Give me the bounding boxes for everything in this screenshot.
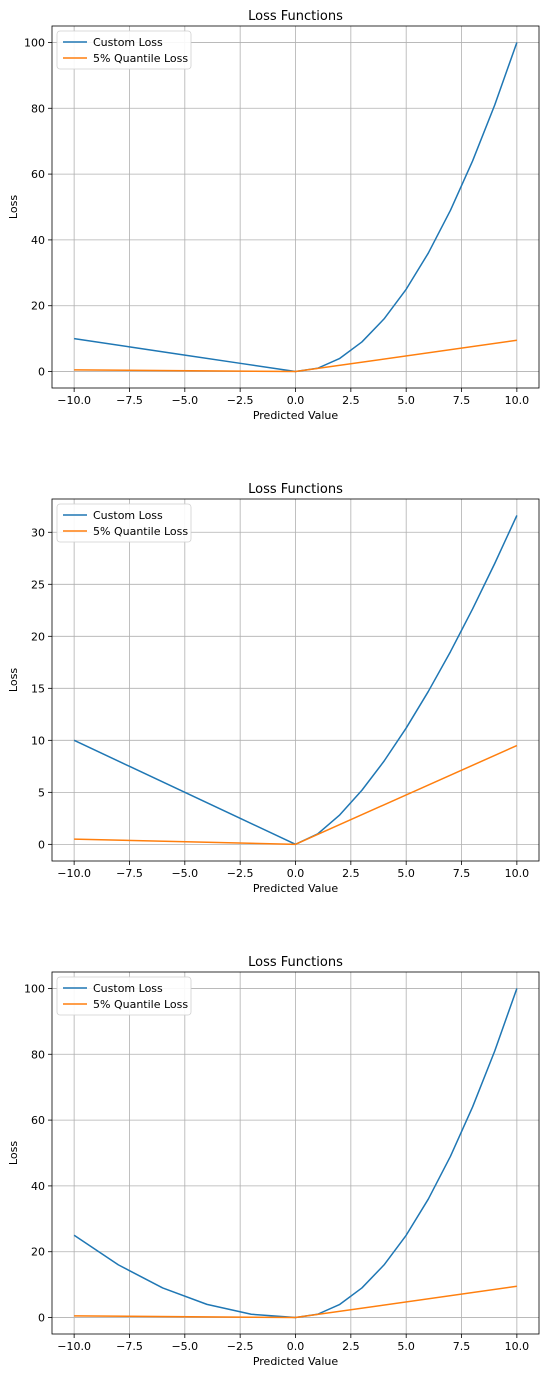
x-tick-label: 7.5: [453, 867, 471, 880]
legend-box: [56, 503, 192, 543]
x-tick-label: −7.5: [116, 867, 143, 880]
x-tick-label: 10.0: [505, 1340, 530, 1353]
series-line-custom-loss: [73, 988, 518, 1319]
y-tick-label: 40: [31, 234, 45, 247]
series-line-custom-loss: [73, 515, 518, 846]
x-tick-label: −10.0: [57, 394, 91, 407]
y-tick-label: 20: [31, 630, 45, 643]
y-tick-label: 10: [31, 734, 45, 747]
legend-label: 5% Quantile Loss: [93, 998, 188, 1011]
chart-title: Loss Functions: [248, 482, 343, 497]
x-tick-label: −7.5: [116, 1340, 143, 1353]
x-axis-label: Predicted Value: [253, 882, 339, 895]
series-line-custom-loss: [74, 42, 518, 373]
legend-box: [56, 976, 192, 1016]
x-tick-label: 0.0: [287, 867, 305, 880]
x-tick-label: 7.5: [453, 1340, 471, 1353]
y-tick-label: 60: [31, 168, 45, 181]
y-tick-label: 0: [38, 838, 45, 851]
grid: [52, 499, 539, 861]
chart-2: −10.0 −7.5 −5.0 −2.5 0.0 2.5 5.0 7.5 10.0 0 5 10 15 2…: [7, 482, 540, 895]
x-tick-label: −10.0: [57, 1340, 91, 1353]
x-tick-label: 10.0: [505, 867, 530, 880]
y-tick-label: 5: [38, 786, 45, 799]
chart-title: Loss Functions: [248, 9, 343, 24]
y-tick-label: 100: [24, 36, 45, 49]
y-tick-label: 20: [31, 1246, 45, 1259]
legend-label: Custom Loss: [93, 982, 163, 995]
y-tick-label: 25: [31, 578, 45, 591]
series-line-quantile-loss: [74, 1285, 517, 1319]
x-axis: −10.0 −7.5 −5.0 −2.5 0.0 2.5 5.0 7.5 10.0: [57, 1334, 529, 1353]
x-tick-label: −2.5: [227, 867, 254, 880]
y-tick-label: 80: [31, 1048, 45, 1061]
y-axis-label: Loss: [7, 1141, 20, 1165]
x-tick-label: 5.0: [397, 867, 415, 880]
chart-1: −10.0 −7.5 −5.0 −2.5 0.0 2.5 5.0 7.5 10.0 0 20 40 60…: [7, 9, 540, 422]
y-tick-label: 60: [31, 1114, 45, 1127]
x-tick-label: −2.5: [227, 1340, 254, 1353]
series-line-quantile-loss: [74, 339, 517, 373]
x-axis-label: Predicted Value: [253, 1355, 339, 1368]
y-tick-label: 80: [31, 102, 45, 115]
x-tick-label: 5.0: [397, 1340, 415, 1353]
x-tick-label: 2.5: [342, 1340, 360, 1353]
legend: Custom Loss 5% Quantile Loss: [56, 976, 192, 1016]
chart-title: Loss Functions: [248, 955, 343, 970]
x-tick-label: −5.0: [171, 394, 198, 407]
legend-label: Custom Loss: [93, 509, 163, 522]
y-tick-label: 30: [31, 526, 45, 539]
x-axis: −10.0 −7.5 −5.0 −2.5 0.0 2.5 5.0 7.5 10.0: [57, 861, 529, 880]
series-line-quantile-loss: [74, 744, 518, 846]
legend: Custom Loss 5% Quantile Loss: [56, 30, 192, 70]
x-axis: −10.0 −7.5 −5.0 −2.5 0.0 2.5 5.0 7.5 10.0: [57, 388, 529, 407]
y-tick-label: 40: [31, 1180, 45, 1193]
legend: Custom Loss 5% Quantile Loss: [56, 503, 192, 543]
legend-label: 5% Quantile Loss: [93, 52, 188, 65]
y-axis: 0 20 40 60 80 100: [24, 982, 52, 1325]
y-tick-label: 0: [38, 366, 45, 379]
series-group: [73, 515, 518, 846]
legend-label: 5% Quantile Loss: [93, 525, 188, 538]
y-tick-label: 100: [24, 982, 45, 995]
series-group: [73, 988, 518, 1319]
x-tick-label: 2.5: [342, 394, 360, 407]
x-tick-label: 0.0: [287, 394, 305, 407]
x-tick-label: −5.0: [171, 867, 198, 880]
x-tick-label: −10.0: [57, 867, 91, 880]
y-tick-label: 20: [31, 300, 45, 313]
x-tick-label: 5.0: [397, 394, 415, 407]
grid: [52, 972, 539, 1334]
x-tick-label: 0.0: [287, 1340, 305, 1353]
legend-label: Custom Loss: [93, 36, 163, 49]
x-tick-label: 7.5: [453, 394, 471, 407]
x-tick-label: −7.5: [116, 394, 143, 407]
x-tick-label: 2.5: [342, 867, 360, 880]
chart-3: −10.0 −7.5 −5.0 −2.5 0.0 2.5 5.0 7.5 10.0 0 20 40 60…: [7, 955, 540, 1368]
y-axis: 0 5 10 15 20 25 30: [31, 526, 52, 851]
y-axis: 0 20 40 60 80 100: [24, 36, 52, 379]
series-group: [74, 42, 518, 373]
x-tick-label: −2.5: [227, 394, 254, 407]
y-axis-label: Loss: [7, 195, 20, 219]
y-axis-label: Loss: [7, 668, 20, 692]
grid: [52, 26, 539, 388]
legend-box: [56, 30, 192, 70]
y-tick-label: 15: [31, 682, 45, 695]
x-tick-label: 10.0: [505, 394, 530, 407]
y-tick-label: 0: [38, 1312, 45, 1325]
x-axis-label: Predicted Value: [253, 409, 339, 422]
x-tick-label: −5.0: [171, 1340, 198, 1353]
